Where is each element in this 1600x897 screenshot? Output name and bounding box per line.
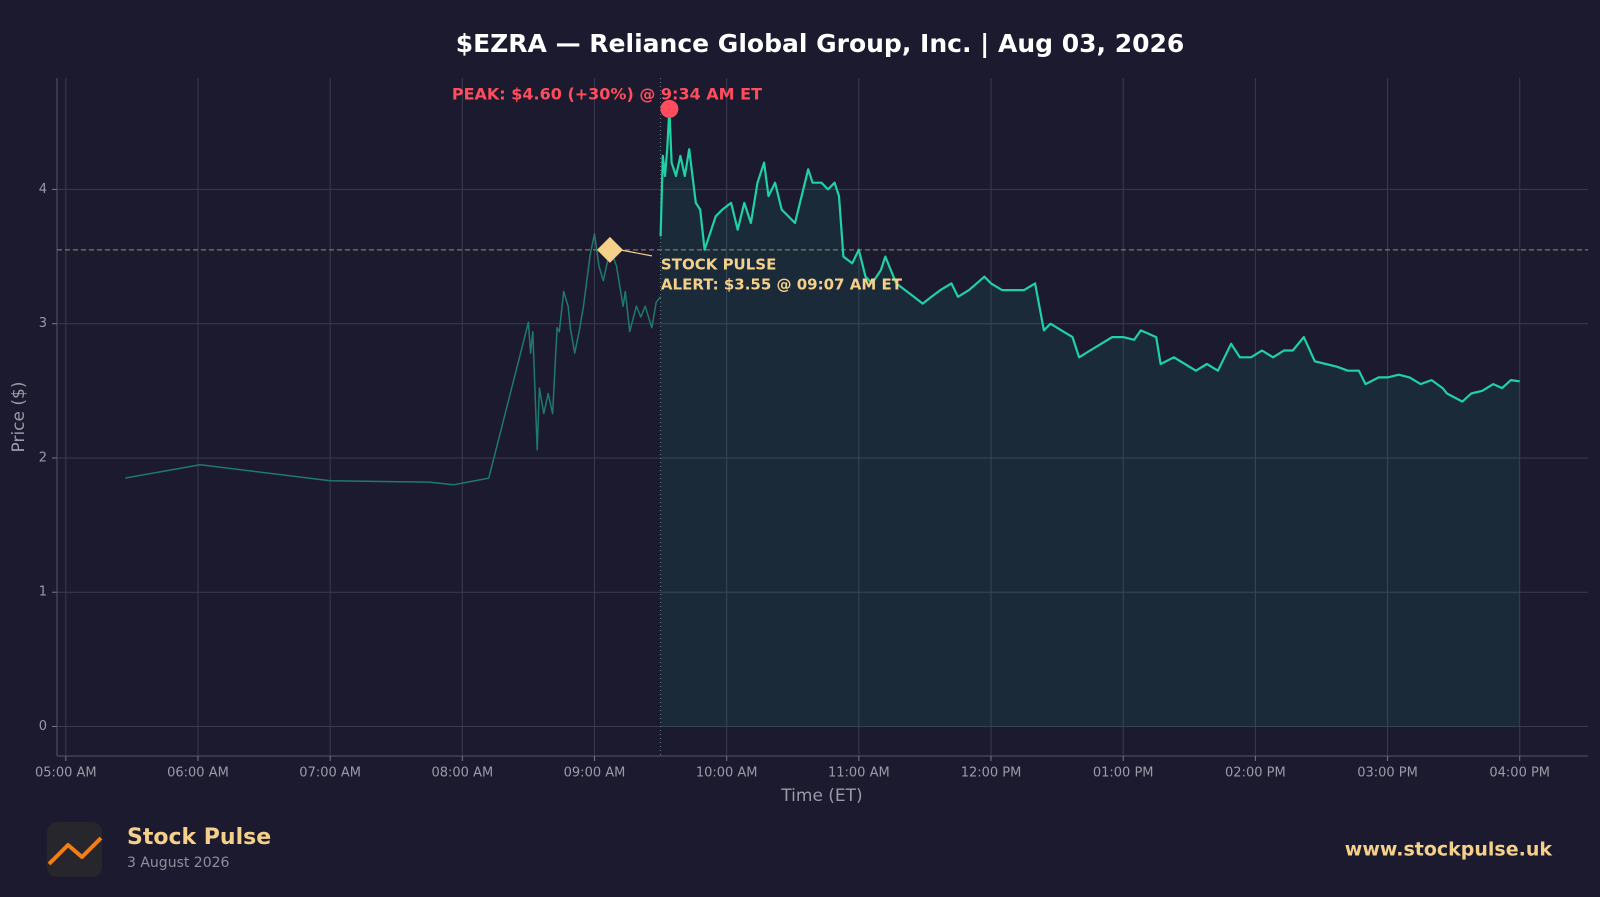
x-tick-label: 09:00 AM	[564, 766, 626, 781]
y-tick-label: 1	[39, 585, 47, 600]
alert-label: ALERT: $3.55 @ 09:07 AM ET	[661, 275, 903, 293]
brand-name: Stock Pulse	[127, 825, 271, 850]
x-axis-label: Time (ET)	[780, 786, 862, 806]
x-tick-label: 08:00 AM	[431, 766, 493, 781]
alert-marker	[596, 236, 623, 263]
y-tick-label: 3	[39, 316, 47, 331]
x-tick-label: 06:00 AM	[167, 766, 229, 781]
alert-leader	[619, 249, 653, 257]
x-tick-label: 11:00 AM	[828, 766, 890, 781]
x-tick-label: 03:00 PM	[1357, 766, 1418, 781]
peak-label: PEAK: $4.60 (+30%) @ 9:34 AM ET	[452, 84, 762, 103]
x-tick-label: 05:00 AM	[35, 766, 97, 781]
y-tick-label: 0	[39, 719, 47, 734]
footer-url: www.stockpulse.uk	[1345, 839, 1553, 861]
x-tick-label: 12:00 PM	[961, 766, 1022, 781]
y-axis-label: Price ($)	[9, 382, 29, 453]
price-line	[659, 107, 1520, 403]
x-tick-label: 02:00 PM	[1225, 766, 1286, 781]
y-tick-label: 2	[39, 450, 47, 465]
area-fill	[660, 108, 1520, 727]
peak-marker	[660, 99, 679, 118]
alert-label: STOCK PULSE	[661, 255, 776, 273]
y-tick-label: 4	[39, 182, 47, 197]
chart-title: $EZRA — Reliance Global Group, Inc. | Au…	[456, 29, 1185, 58]
x-tick-label: 01:00 PM	[1093, 766, 1154, 781]
footer-date: 3 August 2026	[127, 855, 230, 871]
price-line	[125, 232, 662, 486]
x-tick-label: 07:00 AM	[299, 766, 361, 781]
x-tick-label: 04:00 PM	[1489, 766, 1550, 781]
x-tick-label: 10:00 AM	[696, 766, 758, 781]
logo	[47, 822, 103, 877]
